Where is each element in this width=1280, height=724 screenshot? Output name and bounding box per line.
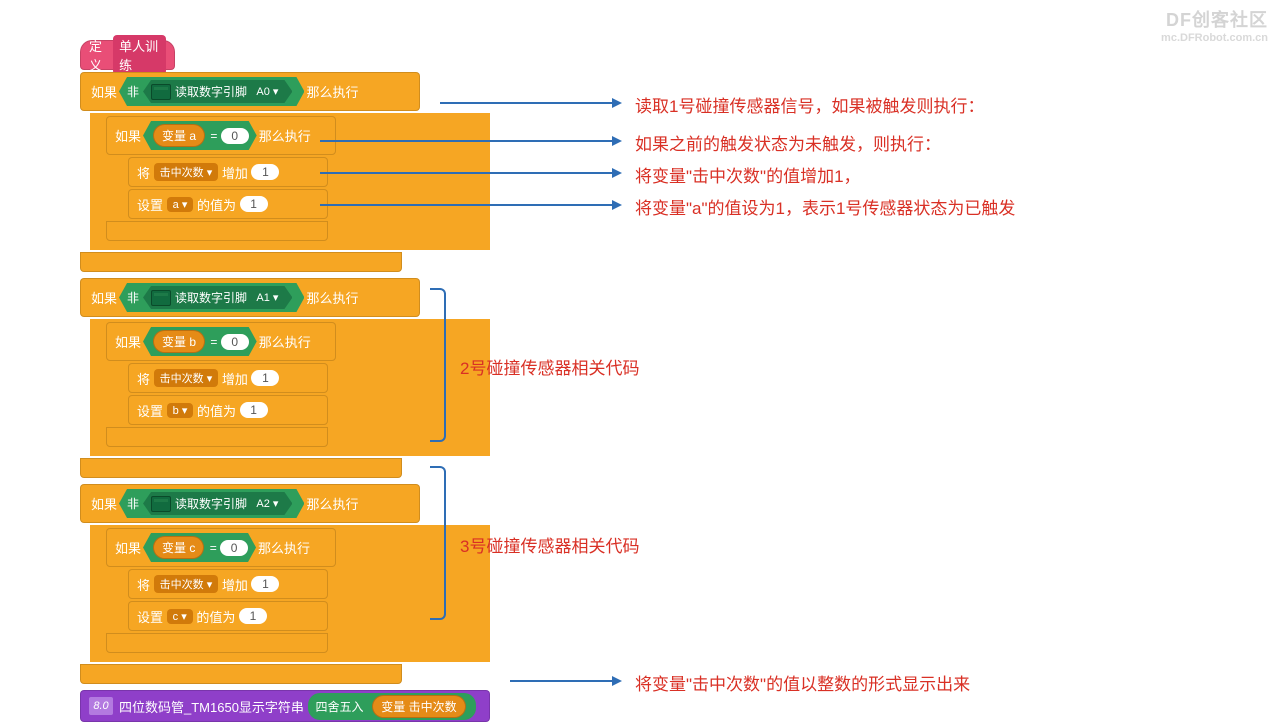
inner-if-1[interactable]: 如果 变量 b = 0 那么执行 — [106, 322, 336, 361]
then-label: 那么执行 — [306, 288, 358, 307]
round-operator[interactable]: 四舍五入 变量 击中次数 — [308, 693, 476, 720]
eq-operator[interactable]: 变量 c = 0 — [143, 533, 256, 562]
digit-display-icon: 8.0 — [89, 697, 113, 715]
increment-block-2[interactable]: 将 击中次数 ▾ 增加 1 — [128, 569, 328, 599]
arrow-4 — [320, 204, 620, 206]
bracket-3 — [430, 466, 446, 620]
eq-operator[interactable]: 变量 a = 0 — [143, 121, 257, 150]
number-input[interactable]: 1 — [251, 164, 279, 180]
watermark-title: DF创客社区 — [1161, 6, 1268, 32]
annotation-bracket-2: 2号碰撞传感器相关代码 — [460, 354, 639, 379]
number-input[interactable]: 0 — [220, 540, 248, 556]
inner-if-foot-2 — [106, 633, 328, 653]
read-pin-reporter[interactable]: 读取数字引脚 A2 ▾ — [143, 492, 292, 515]
if-foot-0 — [80, 252, 402, 272]
var-dropdown[interactable]: 击中次数 ▾ — [154, 575, 219, 593]
var-reporter[interactable]: 变量 击中次数 — [372, 695, 465, 718]
pin-dropdown[interactable]: A1 ▾ — [250, 290, 284, 305]
read-pin-reporter[interactable]: 读取数字引脚 A1 ▾ — [143, 286, 292, 309]
if-label: 如果 — [91, 288, 117, 307]
number-input[interactable]: 1 — [251, 370, 279, 386]
var-reporter[interactable]: 变量 a — [153, 124, 205, 147]
var-reporter[interactable]: 变量 c — [153, 536, 204, 559]
pin-dropdown[interactable]: A0 ▾ — [250, 84, 284, 99]
annotation-3: 将变量"击中次数"的值增加1， — [635, 162, 861, 187]
if-label: 如果 — [91, 82, 117, 101]
define-label: 定义 — [89, 36, 109, 74]
if-foot-1 — [80, 458, 402, 478]
uno-icon — [151, 496, 171, 512]
number-input[interactable]: 0 — [221, 334, 249, 350]
annotation-1: 读取1号碰撞传感器信号，如果被触发则执行： — [635, 92, 984, 117]
not-operator[interactable]: 非 读取数字引脚 A1 ▾ — [119, 283, 304, 312]
arrow-2 — [320, 140, 620, 142]
annotation-4: 将变量"a"的值设为1，表示1号传感器状态为已触发 — [635, 194, 1015, 219]
not-operator[interactable]: 非 读取数字引脚 A2 ▾ — [119, 489, 304, 518]
set-var-block-2[interactable]: 设置 c ▾ 的值为 1 — [128, 601, 328, 631]
increment-block-0[interactable]: 将 击中次数 ▾ 增加 1 — [128, 157, 328, 187]
var-dropdown[interactable]: b ▾ — [167, 403, 194, 418]
inner-if-2[interactable]: 如果 变量 c = 0 那么执行 — [106, 528, 336, 567]
inner-body-0: 将 击中次数 ▾ 增加 1 设置 a ▾ 的值为 1 — [128, 157, 490, 219]
define-hat-block[interactable]: 定义 单人训练 — [80, 40, 175, 70]
pin-dropdown[interactable]: A2 ▾ — [250, 496, 284, 511]
var-reporter[interactable]: 变量 b — [153, 330, 205, 353]
var-dropdown[interactable]: a ▾ — [167, 197, 194, 212]
number-input[interactable]: 0 — [221, 128, 249, 144]
display-label: 四位数码管_TM1650显示字符串 — [119, 697, 304, 716]
increment-block-1[interactable]: 将 击中次数 ▾ 增加 1 — [128, 363, 328, 393]
display-block[interactable]: 8.0 四位数码管_TM1650显示字符串 四舍五入 变量 击中次数 — [80, 690, 490, 722]
inner-if-foot-0 — [106, 221, 328, 241]
read-pin-reporter[interactable]: 读取数字引脚 A0 ▾ — [143, 80, 292, 103]
if-block-2[interactable]: 如果 非 读取数字引脚 A2 ▾ 那么执行 — [80, 484, 420, 523]
if-label: 如果 — [91, 494, 117, 513]
number-input[interactable]: 1 — [251, 576, 279, 592]
var-dropdown[interactable]: 击中次数 ▾ — [154, 163, 219, 181]
arrow-1 — [440, 102, 620, 104]
bracket-2 — [430, 288, 446, 442]
then-label: 那么执行 — [306, 82, 358, 101]
set-var-block-1[interactable]: 设置 b ▾ 的值为 1 — [128, 395, 328, 425]
watermark: DF创客社区 mc.DFRobot.com.cn — [1161, 6, 1268, 44]
proc-name: 单人训练 — [113, 35, 166, 75]
var-dropdown[interactable]: c ▾ — [167, 609, 193, 624]
if-block-0[interactable]: 如果 非 读取数字引脚 A0 ▾ 那么执行 — [80, 72, 420, 111]
uno-icon — [151, 290, 171, 306]
number-input[interactable]: 1 — [239, 608, 267, 624]
set-var-block-0[interactable]: 设置 a ▾ 的值为 1 — [128, 189, 328, 219]
number-input[interactable]: 1 — [240, 196, 268, 212]
if-block-1[interactable]: 如果 非 读取数字引脚 A1 ▾ 那么执行 — [80, 278, 420, 317]
uno-icon — [151, 84, 171, 100]
var-dropdown[interactable]: 击中次数 ▾ — [154, 369, 219, 387]
annotation-bracket-3: 3号碰撞传感器相关代码 — [460, 532, 639, 557]
if-foot-2 — [80, 664, 402, 684]
annotation-display: 将变量"击中次数"的值以整数的形式显示出来 — [635, 670, 970, 695]
inner-if-0[interactable]: 如果 变量 a = 0 那么执行 — [106, 116, 336, 155]
then-label: 那么执行 — [306, 494, 358, 513]
watermark-url: mc.DFRobot.com.cn — [1161, 32, 1268, 44]
arrow-display — [510, 680, 620, 682]
not-operator[interactable]: 非 读取数字引脚 A0 ▾ — [119, 77, 304, 106]
arrow-3 — [320, 172, 620, 174]
if-body-0: 如果 变量 a = 0 那么执行 将 击中次数 ▾ 增加 1 设置 a ▾ 的值… — [90, 113, 490, 250]
eq-operator[interactable]: 变量 b = 0 — [143, 327, 257, 356]
block-canvas: 定义 单人训练 如果 非 读取数字引脚 A0 ▾ 那么执行 如果 变量 a = … — [80, 40, 490, 724]
number-input[interactable]: 1 — [240, 402, 268, 418]
inner-if-foot-1 — [106, 427, 328, 447]
annotation-2: 如果之前的触发状态为未触发，则执行： — [635, 130, 941, 155]
